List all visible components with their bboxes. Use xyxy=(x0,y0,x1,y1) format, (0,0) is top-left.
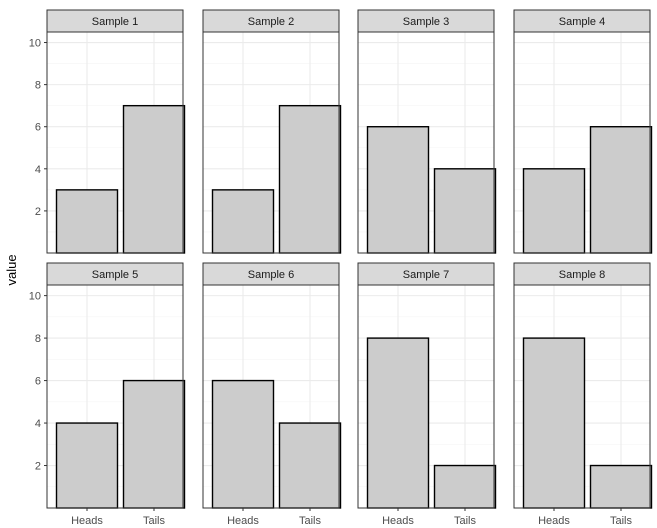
facet-panel-7: Sample 7 Heads Tails xyxy=(357,262,497,527)
facet-strip xyxy=(357,262,495,286)
facet-panel-4: Sample 4 xyxy=(513,9,653,254)
bar-tails xyxy=(122,379,186,509)
bar-tails xyxy=(589,464,653,509)
facet-strip xyxy=(46,9,184,33)
x-tick-label: Tails xyxy=(454,515,477,527)
facet-panel-1: Sample 1 2 4 6 8 10 xyxy=(29,9,186,254)
facet-strip xyxy=(357,9,495,33)
facet-panel-3: Sample 3 xyxy=(357,9,497,254)
facet-strip xyxy=(46,262,184,286)
facet-strip-label: Sample 6 xyxy=(248,269,294,281)
y-tick-label: 6 xyxy=(35,376,41,388)
bar-heads xyxy=(55,422,119,509)
bar-tails xyxy=(278,422,342,509)
y-axis-title: value xyxy=(4,254,19,285)
x-tick-label: Heads xyxy=(382,515,414,527)
x-tick-label: Heads xyxy=(71,515,103,527)
bar-heads xyxy=(211,379,275,509)
facet-strip-label: Sample 5 xyxy=(92,269,138,281)
x-tick-label: Heads xyxy=(538,515,570,527)
x-tick-label: Tails xyxy=(610,515,633,527)
bar-heads xyxy=(366,126,430,254)
bar-tails xyxy=(122,104,186,254)
facet-strip xyxy=(202,9,340,33)
y-tick-label: 6 xyxy=(35,122,41,134)
facet-strip-label: Sample 1 xyxy=(92,16,138,28)
bar-heads xyxy=(55,189,119,254)
facet-strip-label: Sample 7 xyxy=(403,269,449,281)
facet-panel-6: Sample 6 Heads Tails xyxy=(202,262,342,527)
y-tick-label: 2 xyxy=(35,206,41,218)
facet-strip xyxy=(202,262,340,286)
facet-panel-2: Sample 2 xyxy=(202,9,342,254)
bar-tails xyxy=(433,464,497,509)
facet-panel-5: Sample 5 2 4 6 8 10 Heads Tails xyxy=(29,262,186,527)
y-tick-label: 10 xyxy=(29,38,41,50)
bar-heads xyxy=(522,337,586,509)
bar-heads xyxy=(522,168,586,254)
bar-tails xyxy=(589,126,653,254)
facet-strip-label: Sample 4 xyxy=(559,16,605,28)
facet-strip-label: Sample 3 xyxy=(403,16,449,28)
y-tick-label: 4 xyxy=(35,164,41,176)
y-tick-label: 8 xyxy=(35,333,41,345)
facet-strip xyxy=(513,262,651,286)
bar-tails xyxy=(278,104,342,254)
x-tick-label: Tails xyxy=(299,515,322,527)
facet-panel-8: Sample 8 Heads Tails xyxy=(513,262,653,527)
facet-panels: Sample 1 2 4 6 8 10 Sample 2 Sample 3 Sample 4 Sa… xyxy=(29,9,653,527)
y-tick-label: 4 xyxy=(35,418,41,430)
bar-heads xyxy=(366,337,430,509)
y-tick-label: 8 xyxy=(35,80,41,92)
x-tick-label: Tails xyxy=(143,515,166,527)
y-tick-label: 2 xyxy=(35,461,41,473)
bar-heads xyxy=(211,189,275,254)
facet-strip-label: Sample 2 xyxy=(248,16,294,28)
facet-strip-label: Sample 8 xyxy=(559,269,605,281)
facet-strip xyxy=(513,9,651,33)
x-tick-label: Heads xyxy=(227,515,259,527)
y-tick-label: 10 xyxy=(29,291,41,303)
bar-tails xyxy=(433,168,497,254)
